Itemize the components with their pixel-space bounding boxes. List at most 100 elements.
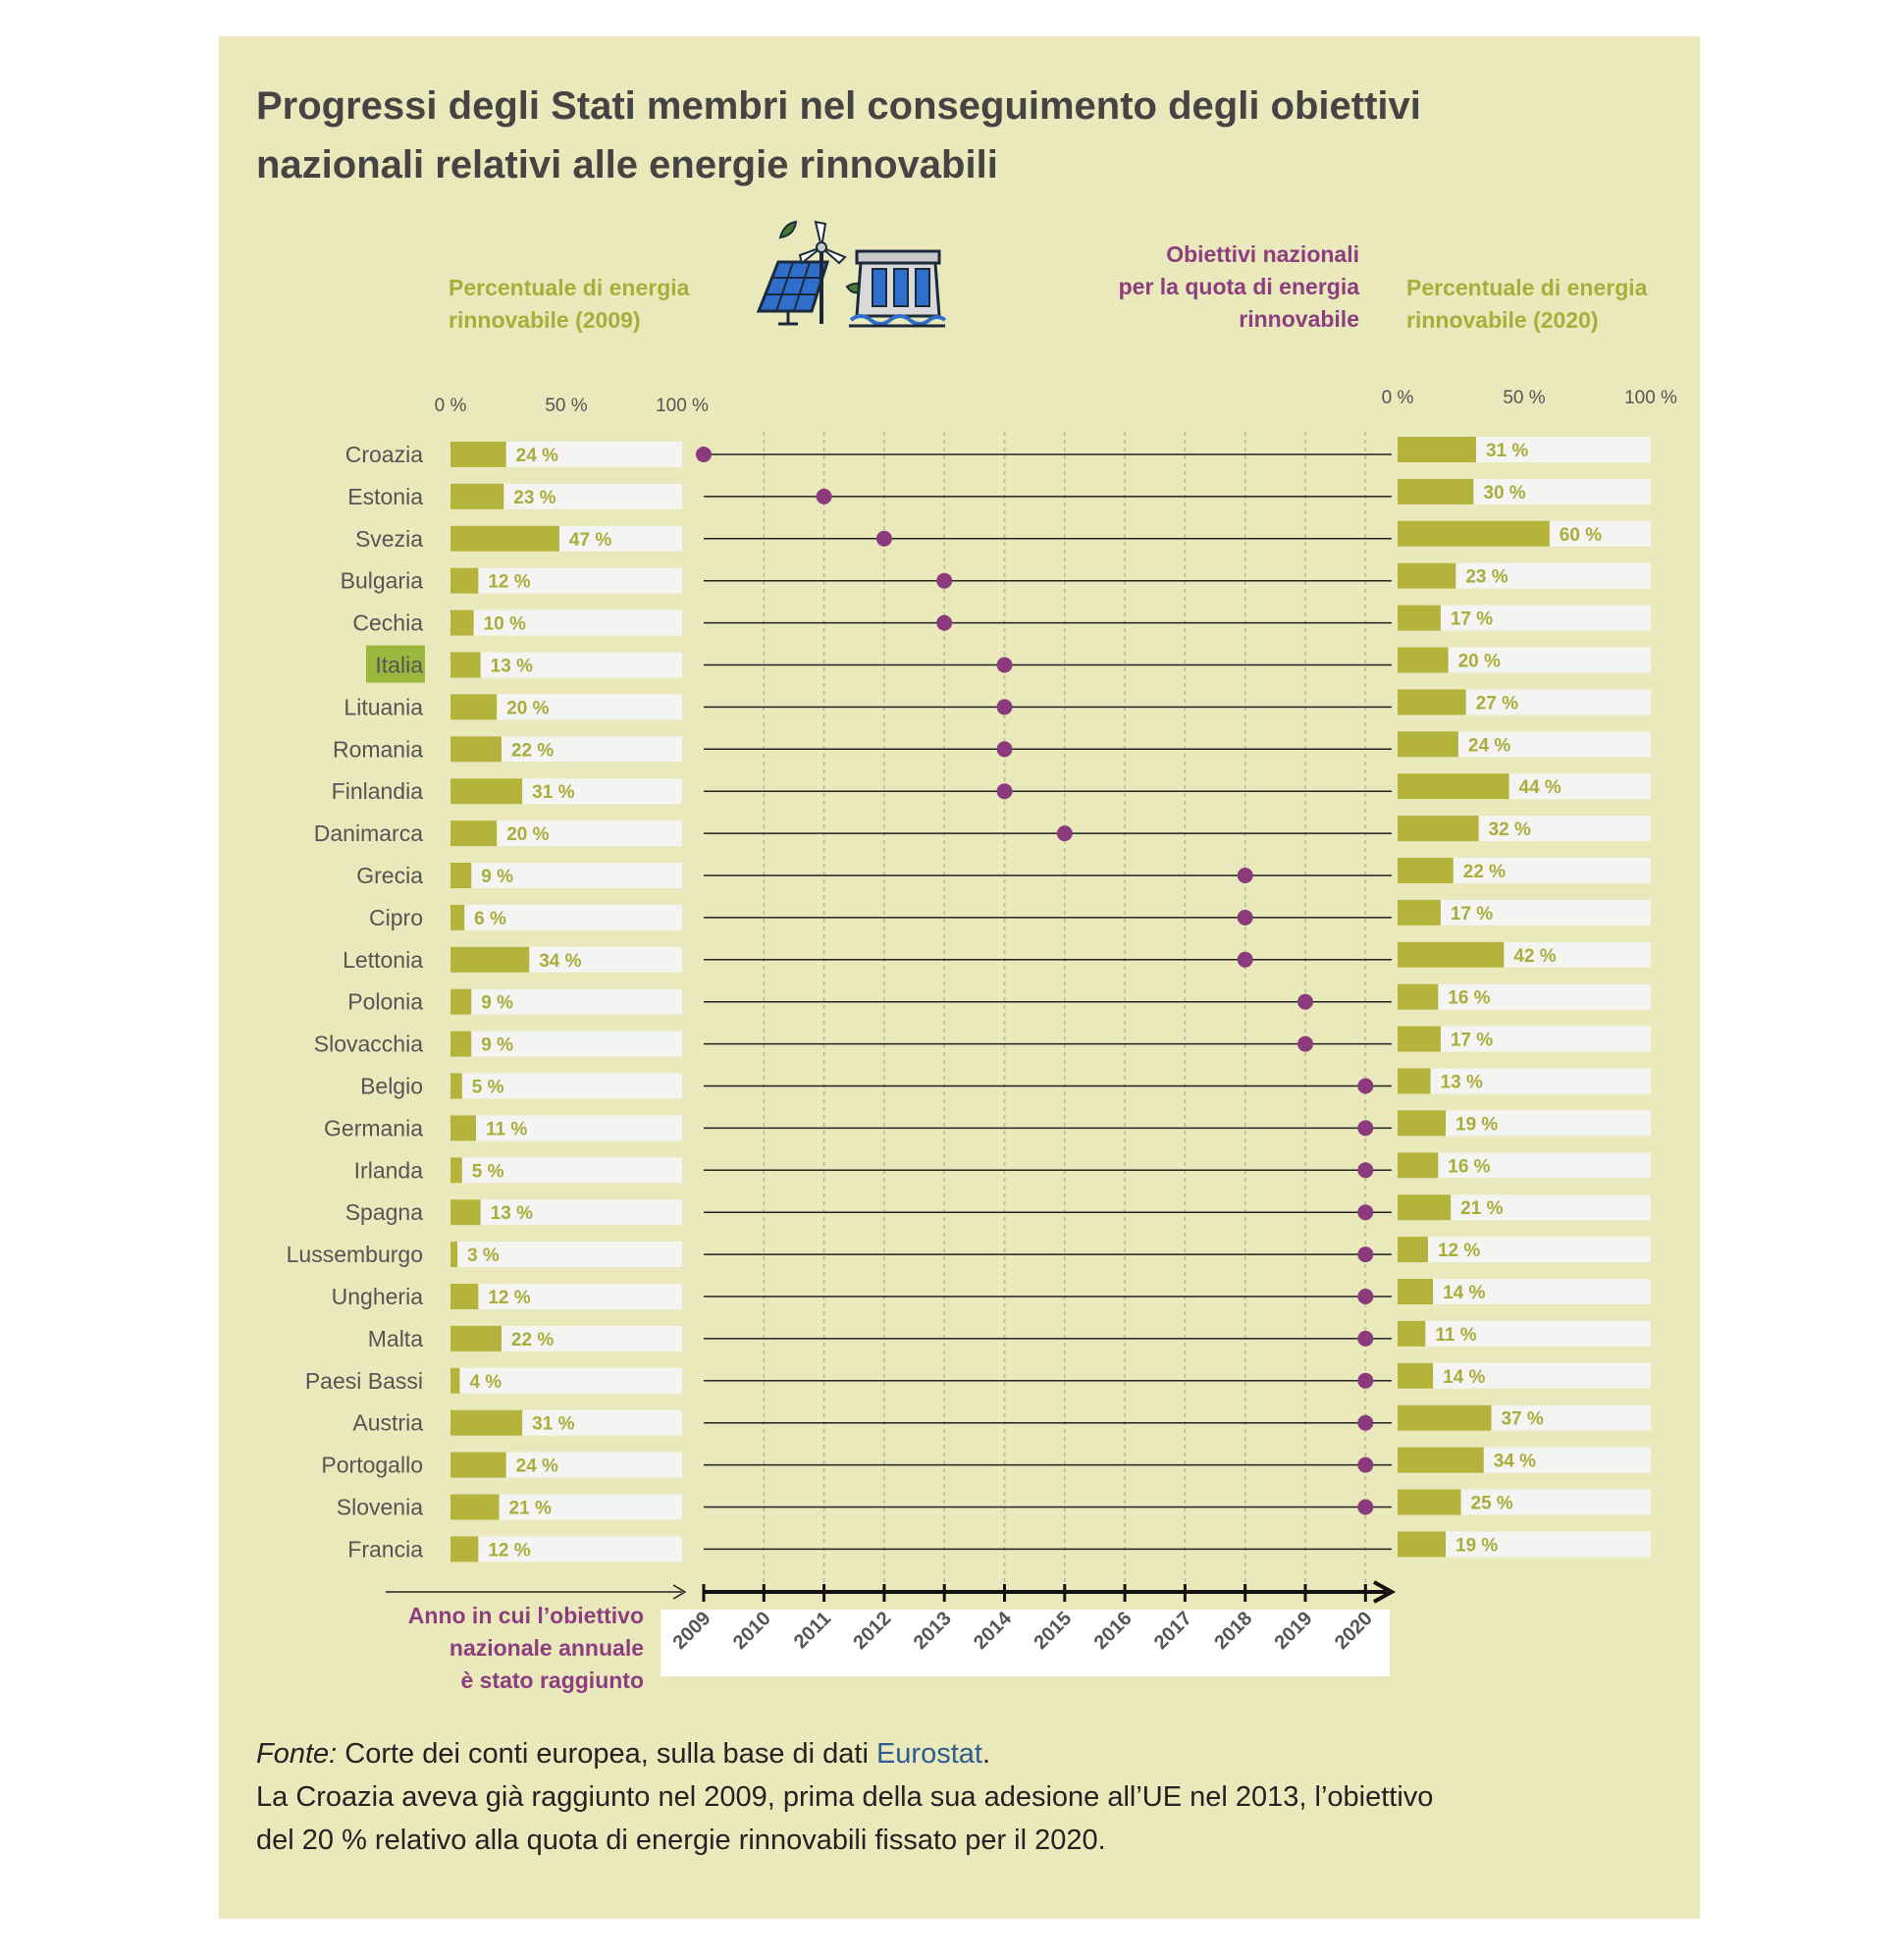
bar-2020 [1398,1068,1431,1094]
middle-header-line3: rinnovabile [1239,306,1359,332]
bar-track-2009 [450,609,682,636]
country-label: Paesi Bassi [305,1368,423,1394]
year-axis-caption-line: Anno in cui l’obiettivo [408,1603,644,1628]
bar-2020 [1398,1237,1428,1263]
goal-year-dot [1357,1456,1374,1473]
bar-2009 [450,1536,479,1562]
eurostat-link[interactable]: Eurostat [875,1738,982,1770]
goal-year-dot [816,488,832,504]
bar-track-2009 [450,988,682,1015]
bar-track-2020 [1398,1237,1651,1263]
goal-year-dot [1357,1162,1374,1179]
goal-year-dot [1056,825,1073,842]
country-label: Estonia [347,484,423,509]
bar-2020 [1398,1194,1452,1221]
bar-2009-value-label: 22 % [511,1330,554,1350]
bar-2009-value-label: 20 % [506,698,549,718]
goal-year-dot [1237,951,1253,968]
bar-2009-value-label: 9 % [481,1035,513,1056]
goal-year-dot [1357,1120,1374,1137]
country-label: Germania [324,1115,423,1140]
bar-2020 [1398,605,1441,631]
bar-2020-value-label: 27 % [1476,693,1518,714]
country-label: Slovacchia [314,1032,423,1057]
bar-2009 [450,694,498,720]
bar-2020-value-label: 44 % [1519,777,1561,798]
left-column-header: Percentuale di energia rinnovabile (2009… [449,272,689,337]
bar-2009 [450,988,472,1015]
bar-2009 [450,525,559,552]
bar-track-2009 [450,1031,682,1057]
source-line: Fonte: Corte dei conti europea, sulla ba… [256,1732,1433,1775]
bar-2020-value-label: 16 % [1448,1156,1490,1177]
bar-2020 [1398,1152,1439,1179]
country-label: Cechia [352,610,423,636]
bar-2009 [450,946,530,973]
left-axis-tick-label: 50 % [545,396,587,416]
bar-2009 [450,1409,523,1436]
bar-2009-value-label: 13 % [491,657,533,677]
solar-wind-hydro-icon [756,220,947,328]
goal-year-dot [1357,1078,1374,1094]
chart-title-line2: nazionali relativi alle energie rinnovab… [256,143,998,186]
bar-2009 [450,1367,460,1394]
bar-2009-value-label: 9 % [481,993,513,1014]
goal-year-dot [1357,1499,1374,1515]
note-line-2: La Croazia aveva già raggiunto nel 2009,… [256,1781,1434,1813]
bar-track-2009 [450,1367,682,1394]
goal-year-dot [875,530,892,547]
goal-year-dot [1237,868,1253,883]
right-axis-tick-label: 100 % [1624,388,1677,408]
bar-2020 [1398,1320,1426,1347]
bar-2020-value-label: 19 % [1455,1535,1498,1556]
bar-track-2020 [1398,1362,1651,1389]
bar-2020-value-label: 60 % [1560,525,1602,546]
bar-2020 [1398,437,1476,462]
country-label: Spagna [345,1199,424,1225]
left-arrow-head [672,1584,687,1600]
country-label: Croazia [345,442,423,467]
year-axis-caption-line: è stato raggiunto [460,1668,644,1693]
bar-track-2020 [1398,1320,1651,1347]
bar-2009 [450,1031,472,1057]
goal-year-dot [996,783,1013,800]
country-label: Austria [352,1410,423,1436]
bar-2020 [1398,899,1441,926]
country-label: Finlandia [332,778,424,804]
bar-2009 [450,1494,500,1520]
source-text: Corte dei conti europea, sulla base di d… [337,1738,876,1770]
bar-2009 [450,1115,476,1141]
bar-2009-value-label: 31 % [532,1414,574,1435]
goal-year-dot [1297,993,1313,1010]
country-label: Polonia [347,989,423,1015]
goal-year-dot [696,447,712,462]
bar-2009-value-label: 24 % [516,1456,558,1477]
country-label: Bulgaria [341,568,424,594]
country-label: Irlanda [354,1157,424,1183]
country-label: Svezia [355,526,423,552]
right-header-line2: rinnovabile (2020) [1406,307,1599,333]
bar-2009-value-label: 6 % [474,909,506,929]
bar-2020-value-label: 24 % [1468,735,1510,756]
bar-2009 [450,442,506,467]
bar-2020 [1398,731,1458,758]
bar-2020 [1398,858,1454,883]
bar-2009 [450,821,498,847]
country-label: Italia [375,653,423,678]
bar-2009-value-label: 34 % [539,951,581,972]
chart-panel [219,36,1700,1919]
chart-title-line1: Progressi degli Stati membri nel consegu… [256,84,1421,128]
bar-2020-value-label: 30 % [1483,483,1525,503]
left-header-line2: rinnovabile (2009) [449,307,641,333]
bar-2009 [450,567,479,594]
bar-2020-value-label: 20 % [1458,652,1501,672]
bar-2020 [1398,1531,1447,1558]
country-label: Romania [333,736,423,762]
right-axis-tick-label: 0 % [1382,388,1414,408]
bar-2009-value-label: 21 % [509,1499,552,1519]
note-line-3: del 20 % relativo alla quota di energie … [256,1825,1106,1856]
source-end: . [981,1738,991,1770]
bar-track-2020 [1398,1152,1651,1179]
bar-2009 [450,1199,481,1226]
